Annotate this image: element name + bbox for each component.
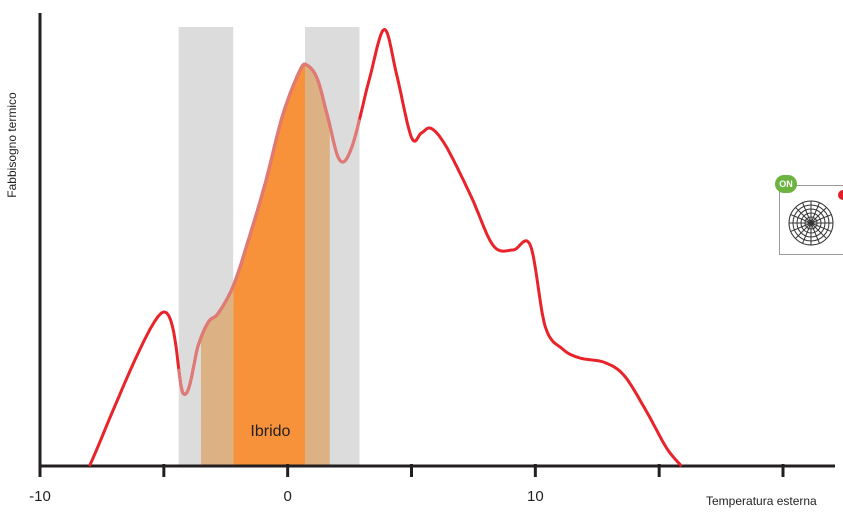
series-line-highlight: [177, 62, 361, 396]
on-status-badge: ON: [775, 175, 797, 193]
fan-unit-icon: [779, 185, 843, 255]
area-fills: [200, 64, 330, 466]
y-axis-label-text: Fabbisogno termico: [5, 92, 19, 198]
area-fill-1: [233, 64, 306, 466]
annotations: Ibrido: [250, 423, 290, 440]
x-tick-label-0: -10: [29, 488, 51, 505]
off-status-dot: [838, 190, 843, 200]
area-fill-2: [305, 64, 330, 466]
x-tick-labels: -10 0 10: [29, 488, 544, 505]
x-tick-label-2: 10: [527, 488, 544, 505]
x-axis-label: Temperatura esterna: [706, 494, 817, 508]
axes: [38, 13, 835, 468]
series-line: [88, 28, 683, 468]
x-tick-label-1: 0: [283, 488, 291, 505]
x-ticks: [38, 464, 785, 477]
series-lines: [88, 28, 683, 468]
y-axis-label: Fabbisogno termico: [4, 70, 20, 220]
annotation-0: Ibrido: [250, 423, 290, 440]
area-fill-0: [200, 286, 234, 466]
fan-grille-icon: [788, 200, 834, 246]
